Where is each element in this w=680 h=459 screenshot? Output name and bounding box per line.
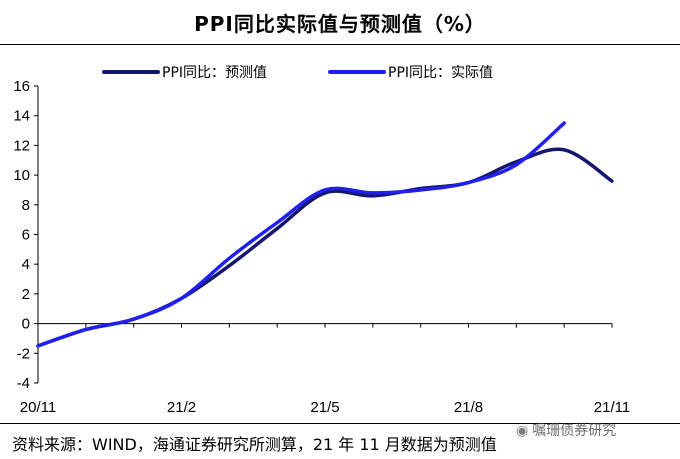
x-tick-label: 21/2 — [167, 399, 196, 416]
chart-title: PPI同比实际值与预测值（%） — [194, 12, 486, 36]
y-tick-label: -4 — [17, 375, 30, 392]
y-tick-label: 2 — [22, 286, 30, 303]
series-group — [36, 121, 614, 348]
source-divider — [0, 423, 680, 424]
axes: 16 14 12 10 8 6 4 2 0 -2 -4 20/11 21/2 21/5 21/8 21/11 — [13, 78, 630, 416]
x-tick-label: 21/5 — [310, 399, 339, 416]
y-tick-label: 6 — [22, 227, 30, 244]
x-tick-label: 21/11 — [594, 399, 630, 416]
wechat-icon: ◉ — [516, 423, 529, 439]
y-tick-label: 16 — [13, 78, 30, 95]
series-line-forecast — [36, 147, 614, 348]
x-tick-label: 21/8 — [454, 399, 483, 416]
legend-label-1: PPI同比：实际值 — [388, 65, 493, 81]
y-tick-label: 0 — [22, 316, 30, 333]
watermark-text: 嘱珊债券研究 — [532, 423, 617, 439]
watermark: ◉ 嘱珊债券研究 — [516, 420, 616, 440]
legend: PPI同比：预测值 PPI同比：实际值 — [102, 65, 493, 81]
y-tick-label: 14 — [13, 108, 30, 125]
y-tick-label: -2 — [17, 345, 30, 362]
legend-label-0: PPI同比：预测值 — [162, 65, 267, 81]
y-tick-label: 12 — [13, 137, 30, 154]
y-tick-label: 8 — [22, 197, 30, 214]
y-tick-label: 10 — [13, 167, 30, 184]
x-tick-label: 20/11 — [20, 399, 56, 416]
y-tick-label: 4 — [22, 256, 30, 273]
series-line-actual — [36, 121, 566, 348]
source-note: 资料来源：WIND，海通证券研究所测算，21 年 11 月数据为预测值 — [12, 435, 497, 454]
title-divider — [0, 44, 680, 45]
